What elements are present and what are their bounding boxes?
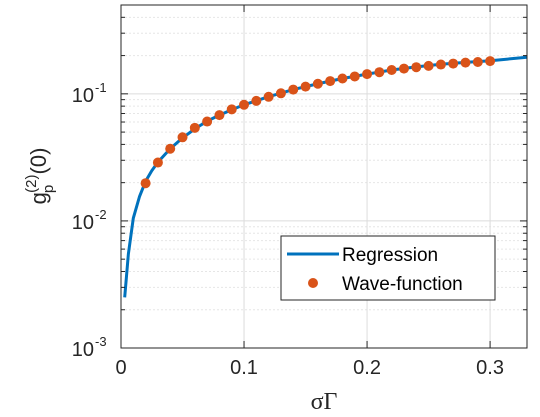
y-axis-label-base: g <box>26 192 51 204</box>
wave-function-point <box>398 63 409 74</box>
wave-function-point <box>325 76 336 87</box>
wave-function-point <box>288 84 299 95</box>
wave-function-point <box>411 62 422 73</box>
legend-label-regression: Regression <box>342 245 438 266</box>
x-axis-label: σΓ <box>311 389 338 415</box>
y-axis-label-sub: p <box>40 185 57 193</box>
x-tick-label: 0.1 <box>230 357 258 379</box>
y-axis-label: gp(2)(0) <box>23 148 57 205</box>
wave-function-point <box>435 59 446 70</box>
wave-function-point <box>386 65 397 75</box>
legend: Regression Wave-function <box>280 235 496 301</box>
wave-function-point <box>275 88 286 99</box>
legend-box <box>280 235 496 301</box>
wave-function-point <box>460 57 471 68</box>
wave-function-point <box>485 56 496 67</box>
x-tick-label: 0 <box>115 357 126 379</box>
y-tick-label: 10 <box>72 85 94 107</box>
wave-function-point <box>214 110 225 121</box>
wave-function-point <box>202 116 213 127</box>
y-tick-label-exponent: -1 <box>95 80 107 95</box>
wave-function-point <box>349 71 360 82</box>
wave-function-point <box>251 95 262 106</box>
x-tick-label: 0.2 <box>353 357 381 379</box>
wave-function-point <box>312 78 323 89</box>
wave-function-point <box>300 81 311 92</box>
wave-function-point <box>152 157 163 168</box>
wave-function-point <box>226 104 237 115</box>
legend-label-wave-function: Wave-function <box>342 274 463 295</box>
wave-function-point <box>337 73 348 84</box>
x-tick-label: 0.3 <box>476 357 504 379</box>
y-tick-label-exponent: -2 <box>95 207 107 222</box>
wave-function-point <box>423 60 434 71</box>
wave-function-point <box>362 69 373 80</box>
wave-function-point <box>177 132 188 143</box>
wave-function-point <box>448 58 459 69</box>
wave-function-point <box>165 143 176 154</box>
ticks <box>120 4 527 349</box>
legend-marker-wave-function <box>308 278 318 288</box>
wave-function-point <box>472 57 483 67</box>
y-tick-label-exponent: -3 <box>95 334 107 349</box>
wave-function-point <box>239 99 250 110</box>
y-axis-label-sup: (2) <box>23 174 40 192</box>
y-tick-label: 10 <box>72 212 94 234</box>
wave-function-point <box>374 67 385 78</box>
tick-labels: 10 -310 -210 -10 0.1 0.2 0.3 <box>72 80 504 379</box>
wave-function-point <box>263 91 274 102</box>
wave-function-point <box>189 122 200 133</box>
y-axis-label-tail: (0) <box>26 148 51 175</box>
wave-function-point <box>140 178 151 189</box>
series-layer <box>123 55 528 298</box>
y-tick-label: 10 <box>72 339 94 361</box>
plot-frame <box>120 4 528 349</box>
